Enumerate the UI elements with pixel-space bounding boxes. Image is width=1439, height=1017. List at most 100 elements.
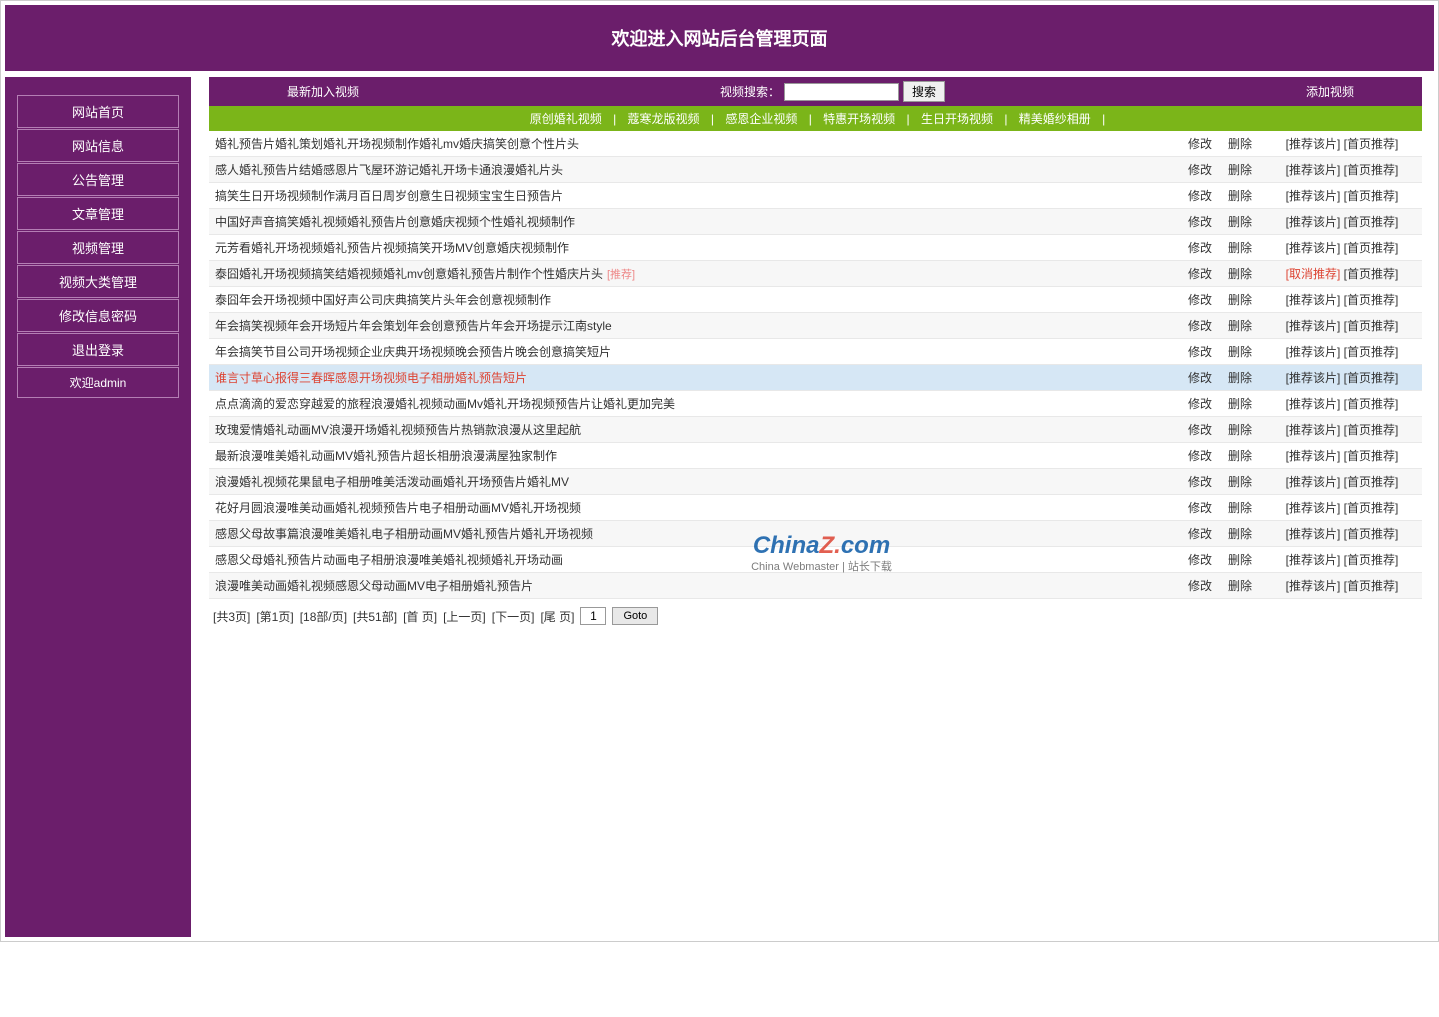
video-title-link[interactable]: 泰囧年会开场视频中国好声公司庆典搞笑片头年会创意视频制作: [215, 293, 551, 307]
home-recommend-link[interactable]: [首页推荐]: [1344, 215, 1399, 229]
sidebar-item-7[interactable]: 退出登录: [17, 333, 179, 366]
edit-link[interactable]: 修改: [1188, 553, 1212, 567]
edit-link[interactable]: 修改: [1188, 345, 1212, 359]
category-link-0[interactable]: 原创婚礼视频: [524, 112, 608, 126]
edit-link[interactable]: 修改: [1188, 579, 1212, 593]
delete-link[interactable]: 删除: [1228, 345, 1252, 359]
edit-link[interactable]: 修改: [1188, 293, 1212, 307]
sidebar-item-2[interactable]: 公告管理: [17, 163, 179, 196]
sidebar-item-3[interactable]: 文章管理: [17, 197, 179, 230]
home-recommend-link[interactable]: [首页推荐]: [1344, 423, 1399, 437]
home-recommend-link[interactable]: [首页推荐]: [1344, 397, 1399, 411]
page-first[interactable]: [首 页]: [403, 608, 437, 625]
edit-link[interactable]: 修改: [1188, 215, 1212, 229]
recommend-link[interactable]: [推荐该片]: [1286, 527, 1341, 541]
recommend-link[interactable]: [推荐该片]: [1286, 345, 1341, 359]
home-recommend-link[interactable]: [首页推荐]: [1344, 163, 1399, 177]
recommend-link[interactable]: [推荐该片]: [1286, 163, 1341, 177]
delete-link[interactable]: 删除: [1228, 475, 1252, 489]
recommend-link[interactable]: [推荐该片]: [1286, 449, 1341, 463]
edit-link[interactable]: 修改: [1188, 189, 1212, 203]
video-title-link[interactable]: 浪漫唯美动画婚礼视频感恩父母动画MV电子相册婚礼预告片: [215, 579, 533, 593]
delete-link[interactable]: 删除: [1228, 449, 1252, 463]
delete-link[interactable]: 删除: [1228, 137, 1252, 151]
edit-link[interactable]: 修改: [1188, 423, 1212, 437]
home-recommend-link[interactable]: [首页推荐]: [1344, 449, 1399, 463]
edit-link[interactable]: 修改: [1188, 241, 1212, 255]
recommend-link[interactable]: [推荐该片]: [1286, 553, 1341, 567]
recommend-link[interactable]: [推荐该片]: [1286, 475, 1341, 489]
edit-link[interactable]: 修改: [1188, 527, 1212, 541]
video-title-link[interactable]: 年会搞笑节目公司开场视频企业庆典开场视频晚会预告片晚会创意搞笑短片: [215, 345, 611, 359]
edit-link[interactable]: 修改: [1188, 449, 1212, 463]
delete-link[interactable]: 删除: [1228, 553, 1252, 567]
video-title-link[interactable]: 谁言寸草心报得三春晖感恩开场视频电子相册婚礼预告短片: [215, 371, 527, 385]
category-link-1[interactable]: 蔻寒龙版视频: [622, 112, 706, 126]
recommend-link[interactable]: [推荐该片]: [1286, 215, 1341, 229]
video-title-link[interactable]: 婚礼预告片婚礼策划婚礼开场视频制作婚礼mv婚庆搞笑创意个性片头: [215, 137, 579, 151]
recommend-link[interactable]: [推荐该片]: [1286, 501, 1341, 515]
page-prev[interactable]: [上一页]: [443, 608, 486, 625]
sidebar-item-1[interactable]: 网站信息: [17, 129, 179, 162]
video-title-link[interactable]: 玫瑰爱情婚礼动画MV浪漫开场婚礼视频预告片热销款浪漫从这里起航: [215, 423, 581, 437]
home-recommend-link[interactable]: [首页推荐]: [1344, 579, 1399, 593]
home-recommend-link[interactable]: [首页推荐]: [1344, 345, 1399, 359]
delete-link[interactable]: 删除: [1228, 527, 1252, 541]
delete-link[interactable]: 删除: [1228, 371, 1252, 385]
video-title-link[interactable]: 感恩父母故事篇浪漫唯美婚礼电子相册动画MV婚礼预告片婚礼开场视频: [215, 527, 593, 541]
recommend-link[interactable]: [推荐该片]: [1286, 189, 1341, 203]
category-link-3[interactable]: 特惠开场视频: [817, 112, 901, 126]
recommend-link[interactable]: [推荐该片]: [1286, 579, 1341, 593]
delete-link[interactable]: 删除: [1228, 319, 1252, 333]
edit-link[interactable]: 修改: [1188, 163, 1212, 177]
video-title-link[interactable]: 浪漫婚礼视频花果鼠电子相册唯美活泼动画婚礼开场预告片婚礼MV: [215, 475, 569, 489]
page-goto-button[interactable]: Goto: [612, 607, 658, 625]
delete-link[interactable]: 删除: [1228, 215, 1252, 229]
edit-link[interactable]: 修改: [1188, 137, 1212, 151]
recommend-link[interactable]: [推荐该片]: [1286, 293, 1341, 307]
video-title-link[interactable]: 中国好声音搞笑婚礼视频婚礼预告片创意婚庆视频个性婚礼视频制作: [215, 215, 575, 229]
delete-link[interactable]: 删除: [1228, 579, 1252, 593]
video-title-link[interactable]: 花好月圆浪漫唯美动画婚礼视频预告片电子相册动画MV婚礼开场视频: [215, 501, 581, 515]
home-recommend-link[interactable]: [首页推荐]: [1344, 371, 1399, 385]
delete-link[interactable]: 删除: [1228, 163, 1252, 177]
edit-link[interactable]: 修改: [1188, 267, 1212, 281]
search-button[interactable]: 搜索: [903, 81, 945, 102]
home-recommend-link[interactable]: [首页推荐]: [1344, 293, 1399, 307]
home-recommend-link[interactable]: [首页推荐]: [1344, 319, 1399, 333]
category-link-5[interactable]: 精美婚纱相册: [1013, 112, 1097, 126]
home-recommend-link[interactable]: [首页推荐]: [1344, 527, 1399, 541]
page-next[interactable]: [下一页]: [492, 608, 535, 625]
add-video-link[interactable]: 添加视频: [1306, 85, 1354, 99]
recommend-link[interactable]: [推荐该片]: [1286, 397, 1341, 411]
recommend-link[interactable]: [推荐该片]: [1286, 371, 1341, 385]
home-recommend-link[interactable]: [首页推荐]: [1344, 267, 1399, 281]
video-title-link[interactable]: 年会搞笑视频年会开场短片年会策划年会创意预告片年会开场提示江南style: [215, 319, 612, 333]
home-recommend-link[interactable]: [首页推荐]: [1344, 475, 1399, 489]
home-recommend-link[interactable]: [首页推荐]: [1344, 137, 1399, 151]
video-title-link[interactable]: 最新浪漫唯美婚礼动画MV婚礼预告片超长相册浪漫满屋独家制作: [215, 449, 557, 463]
delete-link[interactable]: 删除: [1228, 397, 1252, 411]
video-title-link[interactable]: 感恩父母婚礼预告片动画电子相册浪漫唯美婚礼视频婚礼开场动画: [215, 553, 563, 567]
delete-link[interactable]: 删除: [1228, 241, 1252, 255]
home-recommend-link[interactable]: [首页推荐]: [1344, 501, 1399, 515]
sidebar-item-0[interactable]: 网站首页: [17, 95, 179, 128]
sidebar-item-4[interactable]: 视频管理: [17, 231, 179, 264]
category-link-2[interactable]: 感恩企业视频: [719, 112, 803, 126]
video-title-link[interactable]: 点点滴滴的爱恋穿越爱的旅程浪漫婚礼视频动画Mv婚礼开场视频预告片让婚礼更加完美: [215, 397, 675, 411]
video-title-link[interactable]: 元芳看婚礼开场视频婚礼预告片视频搞笑开场MV创意婚庆视频制作: [215, 241, 569, 255]
page-goto-input[interactable]: [580, 607, 606, 625]
edit-link[interactable]: 修改: [1188, 371, 1212, 385]
edit-link[interactable]: 修改: [1188, 319, 1212, 333]
recommend-link[interactable]: [推荐该片]: [1286, 137, 1341, 151]
delete-link[interactable]: 删除: [1228, 189, 1252, 203]
home-recommend-link[interactable]: [首页推荐]: [1344, 189, 1399, 203]
recommend-link[interactable]: [推荐该片]: [1286, 319, 1341, 333]
recommend-link[interactable]: [推荐该片]: [1286, 423, 1341, 437]
delete-link[interactable]: 删除: [1228, 267, 1252, 281]
home-recommend-link[interactable]: [首页推荐]: [1344, 241, 1399, 255]
sidebar-item-5[interactable]: 视频大类管理: [17, 265, 179, 298]
video-title-link[interactable]: 泰囧婚礼开场视频搞笑结婚视频婚礼mv创意婚礼预告片制作个性婚庆片头: [215, 267, 603, 281]
search-input[interactable]: [784, 83, 899, 101]
page-last[interactable]: [尾 页]: [540, 608, 574, 625]
